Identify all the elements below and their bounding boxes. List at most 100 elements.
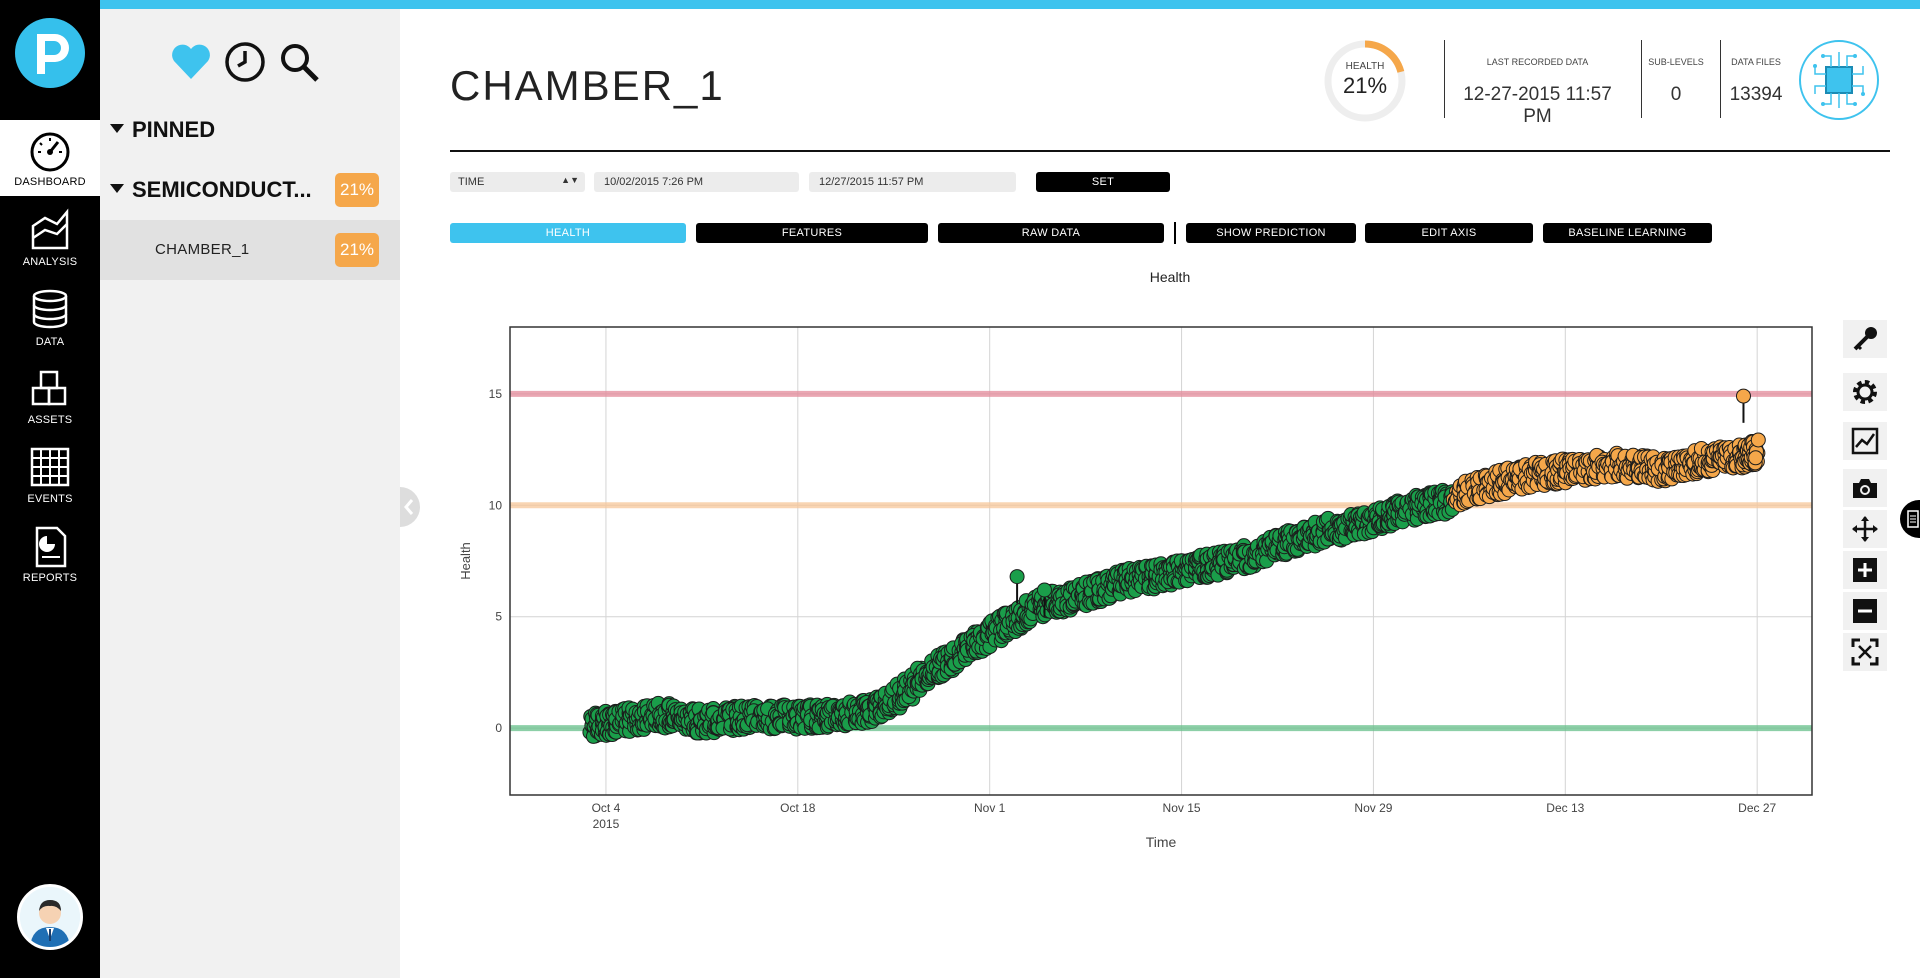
nav-events[interactable]: EVENTS bbox=[0, 437, 100, 513]
clock-icon[interactable] bbox=[222, 39, 268, 85]
divider bbox=[1641, 40, 1642, 118]
nav-reports[interactable]: REPORTS bbox=[0, 516, 100, 592]
zoom-in-tool[interactable] bbox=[1843, 551, 1887, 589]
camera-icon bbox=[1853, 479, 1877, 498]
chevron-left-icon bbox=[404, 499, 414, 515]
fit-screen-icon bbox=[1851, 638, 1879, 666]
divider bbox=[1444, 40, 1445, 118]
fit-tool[interactable] bbox=[1843, 633, 1887, 671]
chart-title: Health bbox=[1150, 269, 1190, 285]
tab-health[interactable]: HEALTH bbox=[450, 223, 686, 243]
pinned-label: PINNED bbox=[132, 117, 216, 142]
spike-point bbox=[1037, 582, 1053, 598]
end-date-field[interactable]: 12/27/2015 11:57 PM bbox=[809, 172, 1016, 192]
x-tick-label: Nov 1 bbox=[974, 801, 1006, 815]
health-arc bbox=[1324, 40, 1406, 122]
group-label: SEMICONDUCT... bbox=[132, 177, 312, 202]
health-gauge: HEALTH 21% bbox=[1322, 38, 1408, 124]
tab-separator bbox=[1174, 222, 1176, 244]
gear-icon bbox=[1853, 380, 1877, 404]
cubes-icon bbox=[31, 370, 67, 406]
edit-axis-button[interactable]: EDIT AXIS bbox=[1365, 223, 1533, 243]
baseline-learning-button[interactable]: BASELINE LEARNING bbox=[1543, 223, 1712, 243]
last-recorded-value: 12-27-2015 11:57 PM bbox=[1463, 84, 1612, 127]
y-tick-label: 10 bbox=[489, 498, 503, 512]
chart-tool[interactable] bbox=[1843, 422, 1887, 460]
y-axis-label: Health bbox=[458, 542, 473, 580]
caret-down-icon bbox=[110, 184, 124, 193]
nav-label: DASHBOARD bbox=[14, 176, 86, 188]
key-icon bbox=[1853, 327, 1877, 351]
data-point bbox=[1748, 450, 1764, 466]
start-date-field[interactable]: 10/02/2015 7:26 PM bbox=[594, 172, 799, 192]
nav-assets[interactable]: ASSETS bbox=[0, 358, 100, 434]
spike-point bbox=[1009, 569, 1025, 585]
data-files-value: 13394 bbox=[1729, 84, 1783, 105]
y-tick-label: 0 bbox=[495, 721, 502, 735]
tree-pinned-header[interactable]: PINNED bbox=[110, 117, 215, 143]
collapse-panel-handle[interactable] bbox=[400, 487, 420, 527]
search-icon[interactable] bbox=[276, 39, 322, 85]
tree-item-chamber[interactable]: CHAMBER_1 21% bbox=[100, 220, 400, 280]
zoom-in-icon bbox=[1853, 558, 1877, 582]
last-recorded-label: LAST RECORDED DATA bbox=[1486, 57, 1589, 67]
y-axis-ticks: 0 5 10 15 bbox=[489, 387, 503, 735]
y-tick-label: 15 bbox=[489, 387, 503, 401]
nav-rail: DASHBOARD ANALYSIS DATA ASSETS EVENTS bbox=[0, 0, 100, 978]
tree-group-header[interactable]: SEMICONDUCT... bbox=[110, 177, 312, 203]
side-panel-tab[interactable] bbox=[1900, 500, 1920, 538]
x-tick-label: Dec 13 bbox=[1546, 801, 1584, 815]
plot-frame bbox=[509, 326, 1813, 796]
tab-features[interactable]: FEATURES bbox=[696, 223, 928, 243]
nav-dashboard[interactable]: DASHBOARD bbox=[0, 120, 100, 196]
x-tick-label: Oct 4 bbox=[592, 801, 621, 815]
tree-item-label: CHAMBER_1 bbox=[155, 241, 250, 258]
x-axis-ticks: Oct 4 2015 Oct 18 Nov 1 Nov 15 Nov 29 Dec 13 De… bbox=[592, 801, 1777, 831]
settings-tool[interactable] bbox=[1843, 373, 1887, 411]
avatar[interactable] bbox=[17, 884, 83, 950]
health-value: 21% bbox=[1342, 73, 1388, 98]
zoom-out-icon bbox=[1853, 599, 1877, 623]
caret-down-icon bbox=[110, 124, 124, 133]
x-tick-label: Nov 15 bbox=[1163, 801, 1201, 815]
clipboard-icon bbox=[1907, 510, 1919, 528]
x-tick-label: Nov 29 bbox=[1354, 801, 1392, 815]
spike-point bbox=[1735, 388, 1751, 404]
page-title: CHAMBER_1 bbox=[450, 62, 725, 109]
set-button[interactable]: SET bbox=[1036, 172, 1170, 192]
analysis-chart-icon bbox=[31, 208, 69, 250]
zoom-out-tool[interactable] bbox=[1843, 592, 1887, 630]
nav-label: ANALYSIS bbox=[22, 256, 78, 268]
show-prediction-button[interactable]: SHOW PREDICTION bbox=[1186, 223, 1356, 243]
heart-icon[interactable] bbox=[168, 39, 214, 85]
data-points bbox=[582, 388, 1766, 744]
dashboard-gauge-icon bbox=[30, 132, 70, 172]
mode-select-value: TIME bbox=[458, 176, 485, 188]
chip-icon bbox=[1799, 40, 1879, 120]
nav-analysis[interactable]: ANALYSIS bbox=[0, 200, 100, 276]
data-files-label: DATA FILES bbox=[1731, 57, 1781, 67]
sub-levels-value: 0 bbox=[1670, 84, 1682, 105]
calendar-grid-icon bbox=[30, 447, 70, 487]
snapshot-tool[interactable] bbox=[1843, 469, 1887, 507]
tab-raw-data[interactable]: RAW DATA bbox=[938, 223, 1164, 243]
nav-label: ASSETS bbox=[27, 414, 73, 426]
x-axis-label: Time bbox=[1146, 834, 1177, 850]
chart-icon bbox=[1851, 427, 1879, 455]
divider bbox=[1720, 40, 1721, 118]
x-tick-label: Oct 18 bbox=[780, 801, 816, 815]
item-health-badge: 21% bbox=[335, 233, 379, 267]
mode-select[interactable]: TIME ▲▼ bbox=[450, 172, 585, 192]
move-icon bbox=[1852, 516, 1878, 542]
top-accent-bar bbox=[0, 0, 1920, 9]
x-tick-label: Dec 27 bbox=[1738, 801, 1776, 815]
pan-tool[interactable] bbox=[1843, 510, 1887, 548]
nav-data[interactable]: DATA bbox=[0, 280, 100, 356]
x-tick-sublabel: 2015 bbox=[593, 817, 620, 831]
sub-levels-label: SUB-LEVELS bbox=[1648, 57, 1704, 67]
asset-tree-panel: PINNED SEMICONDUCT... 21% CHAMBER_1 21% bbox=[100, 9, 400, 978]
group-health-badge: 21% bbox=[335, 173, 379, 207]
key-tool[interactable] bbox=[1843, 320, 1887, 358]
p-logo[interactable] bbox=[15, 18, 85, 88]
health-chart[interactable]: Health Oct 4 2015 Oct 18 Nov 1 Nov 15 Nov 29 D… bbox=[440, 260, 1830, 860]
